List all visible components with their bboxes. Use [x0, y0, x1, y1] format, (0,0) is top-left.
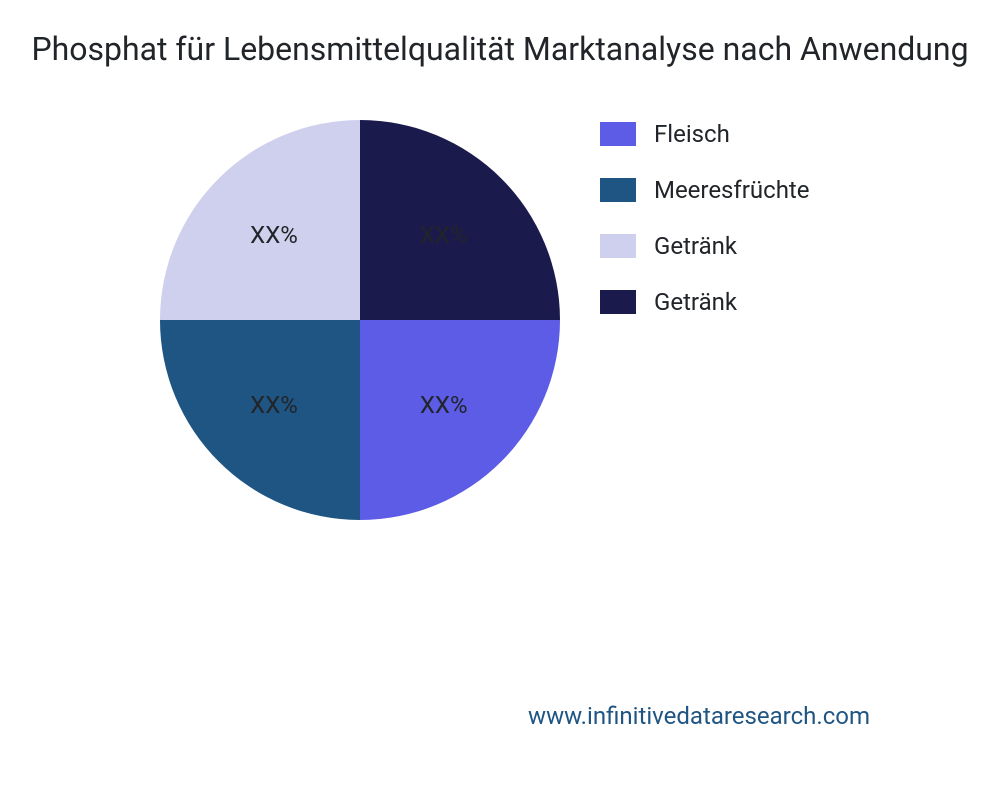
legend-swatch	[600, 290, 636, 314]
pie-slice-label: XX%	[250, 391, 298, 419]
pie-chart-area: XX% XX% XX% XX%	[160, 120, 560, 520]
legend-label: Fleisch	[654, 120, 730, 148]
pie-slice-label: XX%	[420, 221, 468, 249]
legend-swatch	[600, 234, 636, 258]
legend-label: Getränk	[654, 288, 737, 316]
pie-chart	[160, 120, 560, 520]
chart-title: Phosphat für Lebensmittelqualität Markta…	[0, 30, 1000, 68]
legend-item: Getränk	[600, 288, 810, 316]
pie-slice-label: XX%	[420, 391, 468, 419]
legend-swatch	[600, 178, 636, 202]
legend-label: Getränk	[654, 232, 737, 260]
legend-item: Getränk	[600, 232, 810, 260]
legend-label: Meeresfrüchte	[654, 176, 810, 204]
pie-slice-label: XX%	[250, 221, 298, 249]
footer-url: www.infinitivedataresearch.com	[528, 702, 870, 730]
legend: Fleisch Meeresfrüchte Getränk Getränk	[600, 120, 810, 344]
legend-item: Meeresfrüchte	[600, 176, 810, 204]
legend-swatch	[600, 122, 636, 146]
chart-container: Phosphat für Lebensmittelqualität Markta…	[0, 0, 1000, 800]
legend-item: Fleisch	[600, 120, 810, 148]
